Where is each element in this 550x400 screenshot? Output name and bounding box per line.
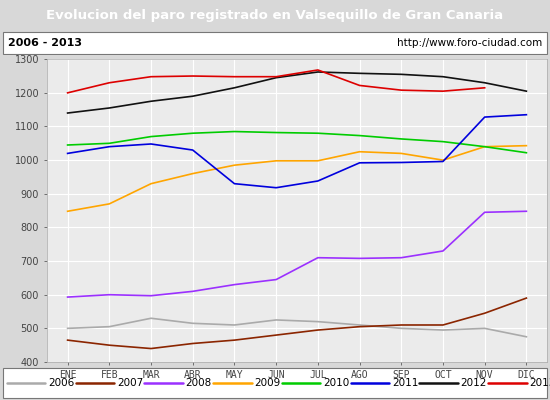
Text: 2009: 2009 [254, 378, 280, 388]
Text: 2008: 2008 [186, 378, 212, 388]
Text: 2012: 2012 [460, 378, 487, 388]
Text: 2007: 2007 [117, 378, 143, 388]
Text: 2013: 2013 [529, 378, 550, 388]
Text: 2006: 2006 [48, 378, 74, 388]
Text: Evolucion del paro registrado en Valsequillo de Gran Canaria: Evolucion del paro registrado en Valsequ… [46, 8, 504, 22]
Text: http://www.foro-ciudad.com: http://www.foro-ciudad.com [397, 38, 542, 48]
Text: 2006 - 2013: 2006 - 2013 [8, 38, 82, 48]
Bar [3, 32, 547, 54]
Text: 2010: 2010 [323, 378, 349, 388]
Text: 2011: 2011 [392, 378, 418, 388]
